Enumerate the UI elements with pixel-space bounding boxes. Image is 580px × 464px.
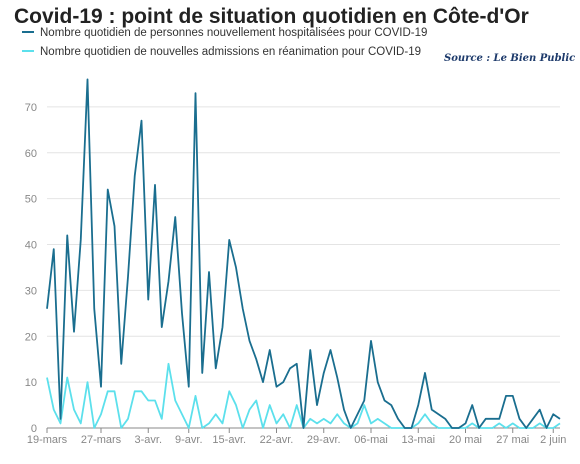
- x-tick-label-7: 06-mai: [354, 434, 388, 446]
- legend-swatch-reanimation: [22, 49, 34, 52]
- legend-entry-reanimation[interactable]: Nombre quotidien de nouvelles admissions…: [22, 46, 421, 58]
- legend-label-reanimation: Nombre quotidien de nouvelles admissions…: [40, 46, 421, 58]
- x-tick-label-1: 27-mars: [81, 434, 122, 446]
- x-tick-label-8: 13-mai: [401, 434, 435, 446]
- x-tick-label-6: 29-avr.: [307, 434, 341, 446]
- y-tick-label-40: 40: [25, 240, 37, 252]
- x-tick-label-10: 27 mai: [496, 434, 529, 446]
- y-tick-label-30: 30: [25, 285, 37, 297]
- y-tick-label-70: 70: [25, 102, 37, 114]
- x-tick-label-4: 15-avr.: [212, 434, 246, 446]
- y-tick-label-50: 50: [25, 194, 37, 206]
- y-tick-label-20: 20: [25, 331, 37, 343]
- x-tick-label-9: 20 mai: [449, 434, 482, 446]
- y-tick-label-0: 0: [31, 423, 37, 435]
- x-tick-label-2: 3-avr.: [134, 434, 162, 446]
- x-tick-label-3: 9-avr.: [175, 434, 203, 446]
- legend-swatch-hospitalisations: [22, 30, 34, 33]
- y-tick-label-60: 60: [25, 148, 37, 160]
- x-tick-label-0: 19-mars: [27, 434, 68, 446]
- x-tick-label-5: 22-avr.: [260, 434, 294, 446]
- x-tick-label-11: 2 juin: [540, 434, 566, 446]
- chart-title: Covid-19 : point de situation quotidien …: [14, 5, 529, 28]
- y-tick-label-10: 10: [25, 377, 37, 389]
- series-line-hospitalisations: [46, 78, 561, 429]
- legend-label-hospitalisations: Nombre quotidien de personnes nouvelleme…: [40, 27, 428, 39]
- legend-entry-hospitalisations[interactable]: Nombre quotidien de personnes nouvelleme…: [22, 27, 427, 39]
- chart-source: Source : Le Bien Public: [444, 53, 576, 64]
